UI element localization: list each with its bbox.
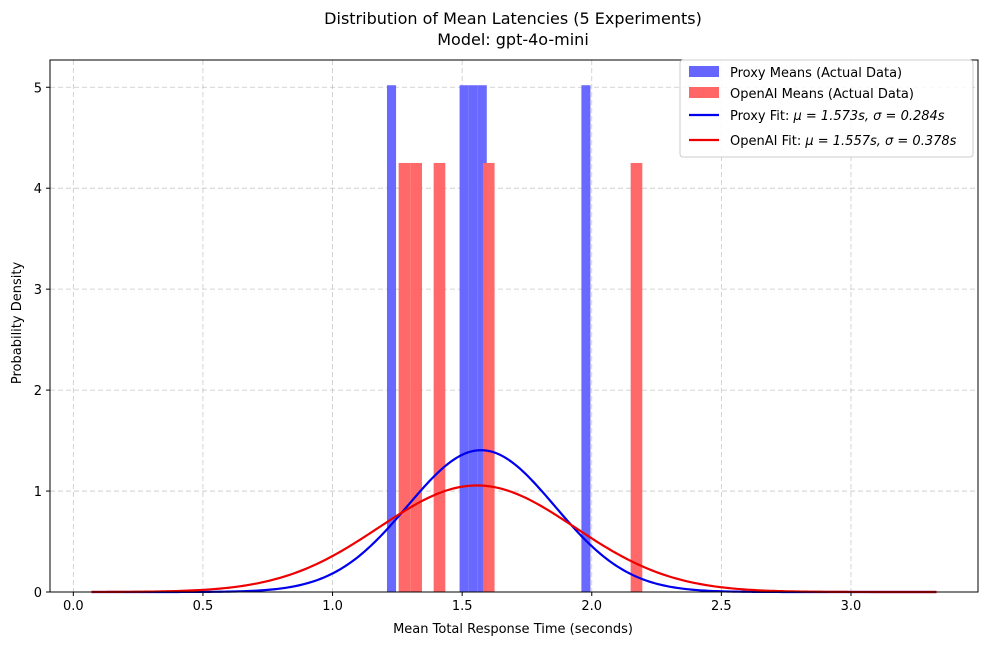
y-tick-label: 0: [34, 586, 42, 601]
legend-label-openai-fit: OpenAI Fit: μ = 1.557s, σ = 0.378s: [730, 134, 957, 149]
openai-hist-bar: [482, 162, 495, 592]
chart-subtitle: Model: gpt-4o-mini: [437, 30, 589, 49]
x-tick-label: 1.0: [322, 599, 343, 614]
y-axis-ticks: 0 1 2 3 4 5: [34, 81, 50, 601]
legend-label-openai-fit-math: μ = 1.557s, σ = 0.378s: [804, 134, 956, 149]
histogram-bars: [386, 85, 643, 593]
legend-label-openai-means: OpenAI Means (Actual Data): [730, 87, 914, 102]
legend-swatch-openai: [689, 87, 719, 98]
x-tick-label: 0.0: [63, 599, 84, 614]
legend-label-openai-fit-prefix: OpenAI Fit:: [730, 134, 805, 149]
x-tick-label: 3.0: [841, 599, 862, 614]
openai-hist-bar: [630, 162, 643, 592]
openai-hist-bar: [433, 162, 446, 592]
y-axis-label: Probability Density: [10, 262, 25, 385]
legend-box: [679, 59, 974, 158]
proxy-hist-bar: [468, 85, 478, 593]
fit-lines: [91, 449, 937, 594]
legend-label-proxy-fit-prefix: Proxy Fit:: [730, 109, 794, 124]
y-tick-label: 4: [34, 182, 42, 197]
proxy-hist-bar: [386, 85, 397, 593]
plot-area-frame: [49, 59, 979, 593]
legend-label-proxy-fit: Proxy Fit: μ = 1.573s, σ = 0.284s: [730, 109, 945, 124]
chart-title: Distribution of Mean Latencies (5 Experi…: [324, 9, 702, 28]
x-tick-label: 2.5: [711, 599, 732, 614]
openai-fit-line: [91, 484, 937, 594]
x-tick-label: 1.5: [452, 599, 473, 614]
x-tick-label: 2.0: [581, 599, 602, 614]
x-axis-ticks: 0.0 0.5 1.0 1.5 2.0 2.5 3.0: [63, 592, 861, 614]
legend: Proxy Means (Actual Data) OpenAI Means (…: [679, 59, 974, 158]
proxy-fit-line: [91, 449, 937, 594]
y-tick-label: 5: [34, 81, 42, 96]
y-tick-label: 1: [34, 485, 42, 500]
openai-hist-bar: [398, 162, 411, 592]
proxy-hist-bar: [477, 85, 487, 593]
x-axis-label: Mean Total Response Time (seconds): [393, 622, 633, 637]
legend-swatch-proxy: [689, 66, 719, 77]
x-tick-label: 0.5: [193, 599, 214, 614]
legend-label-proxy-fit-math: μ = 1.573s, σ = 0.284s: [793, 109, 945, 124]
y-tick-label: 3: [34, 283, 42, 298]
proxy-hist-bar: [581, 85, 591, 593]
proxy-hist-bar: [459, 85, 469, 593]
y-tick-label: 2: [34, 384, 42, 399]
openai-hist-bar: [410, 162, 422, 592]
legend-label-proxy-means: Proxy Means (Actual Data): [730, 66, 902, 81]
